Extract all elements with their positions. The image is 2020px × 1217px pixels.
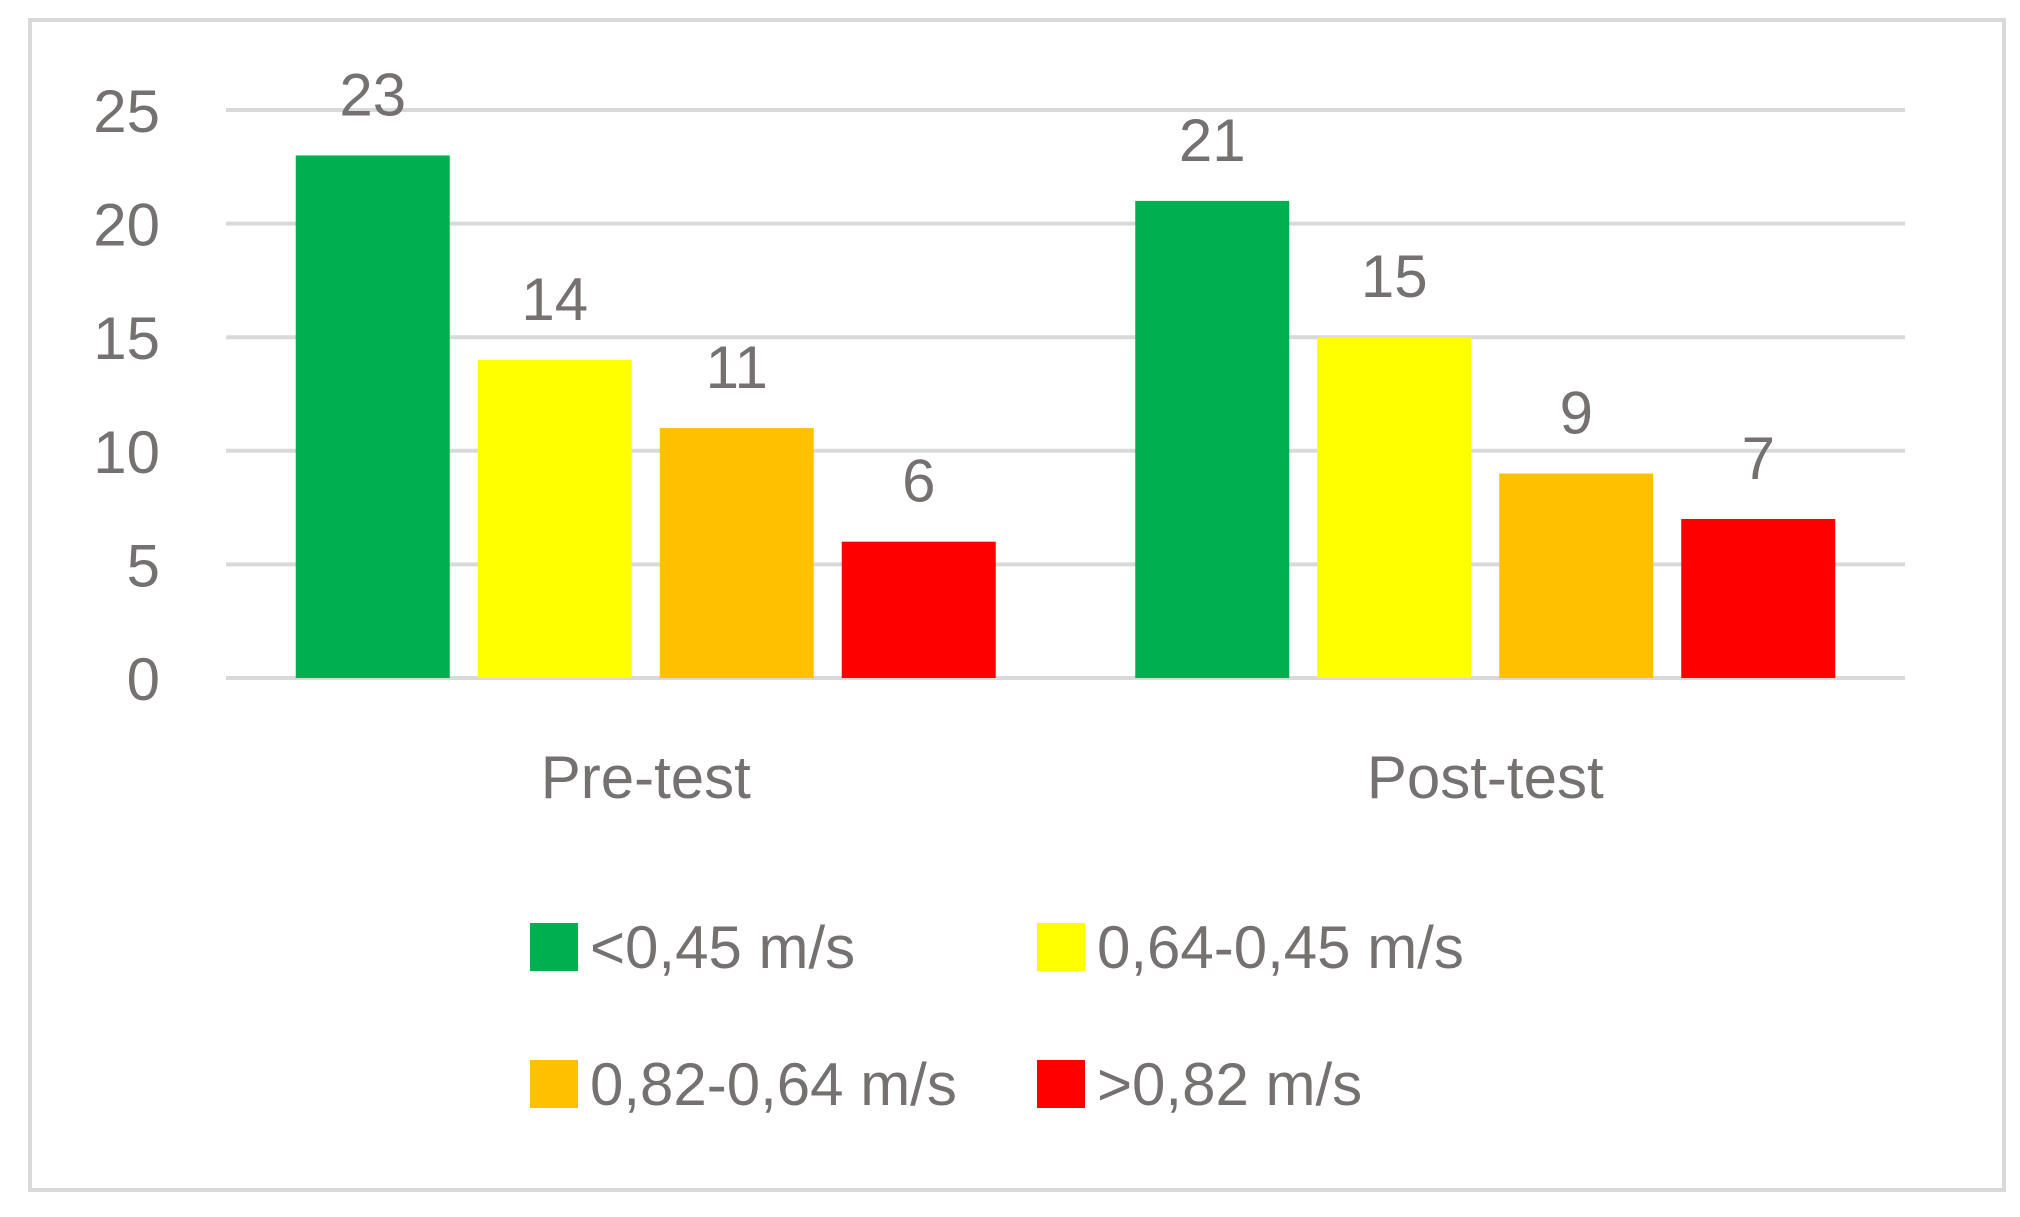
bar-1-pre-test — [295, 155, 450, 678]
x-category-label: Post-test — [1367, 744, 1604, 811]
y-tick-label: 20 — [93, 192, 160, 259]
y-tick-label: 10 — [93, 419, 160, 486]
data-label: 7 — [1742, 425, 1775, 492]
data-label: 23 — [339, 61, 406, 128]
x-category-label: Pre-test — [541, 744, 751, 811]
y-tick-label: 0 — [127, 646, 160, 713]
y-tick-label: 5 — [127, 532, 160, 599]
bar-2-post-test — [1317, 337, 1472, 678]
data-label: 15 — [1361, 243, 1428, 310]
bar-2-pre-test — [477, 359, 632, 678]
bar-3-post-test — [1499, 473, 1654, 678]
bar-4-pre-test — [841, 541, 996, 678]
data-label: 14 — [521, 266, 588, 333]
y-tick-label: 15 — [93, 305, 160, 372]
data-label: 11 — [706, 334, 768, 401]
bar-4-post-test — [1681, 518, 1836, 678]
data-label: 21 — [1179, 107, 1246, 174]
bar-3-pre-test — [659, 428, 814, 678]
bar-1-post-test — [1135, 200, 1290, 678]
data-label: 9 — [1560, 380, 1593, 447]
data-label: 6 — [902, 448, 935, 515]
y-tick-label: 25 — [93, 78, 160, 145]
